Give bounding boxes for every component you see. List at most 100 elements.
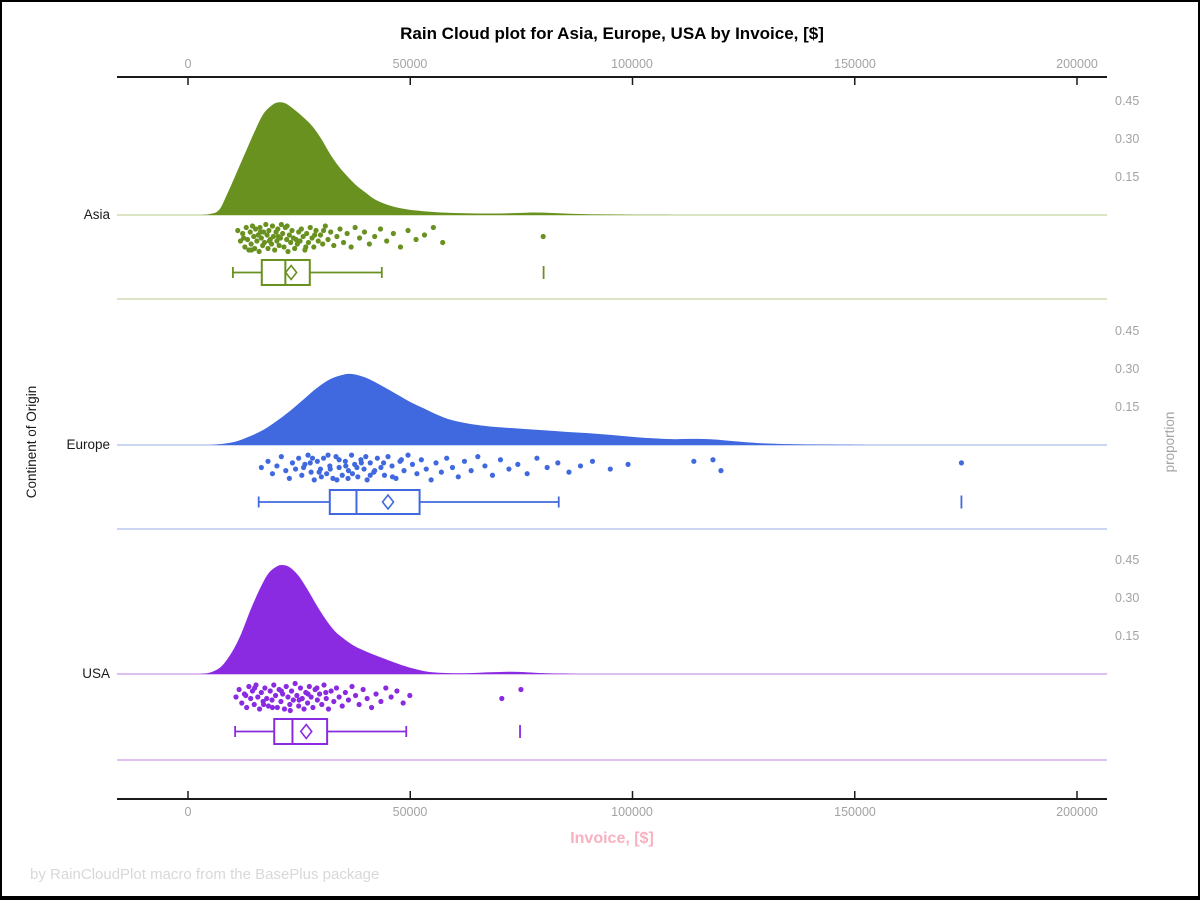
- data-point: [233, 694, 239, 700]
- data-point: [290, 697, 296, 703]
- proportion-tick-label: 0.15: [1115, 400, 1140, 414]
- data-point: [252, 245, 258, 252]
- data-point: [288, 239, 294, 246]
- proportion-tick-label: 0.30: [1115, 132, 1140, 146]
- density-cloud-asia: [201, 102, 1077, 216]
- data-point: [325, 706, 332, 712]
- bottom-axis: [117, 791, 1107, 800]
- bottom-axis-tick-label: 50000: [392, 805, 428, 819]
- data-point: [334, 233, 340, 240]
- proportion-tick-label: 0.30: [1115, 362, 1140, 376]
- data-point: [288, 688, 295, 694]
- data-point: [280, 230, 286, 237]
- bottom-axis-tick-label: 150000: [834, 805, 876, 819]
- data-point: [283, 468, 289, 474]
- data-point: [317, 466, 324, 472]
- rain-points-asia: [235, 221, 546, 255]
- data-point: [358, 460, 364, 466]
- data-point: [258, 689, 264, 696]
- data-point: [372, 233, 378, 240]
- data-point: [319, 701, 325, 708]
- data-point: [274, 463, 280, 469]
- data-point: [311, 244, 317, 250]
- data-point: [318, 474, 324, 480]
- category-label-europe: Europe: [66, 437, 110, 452]
- data-point: [244, 236, 251, 243]
- data-point: [356, 701, 362, 708]
- data-point: [449, 464, 456, 471]
- proportion-tick-label: 0.15: [1115, 629, 1140, 643]
- data-point: [298, 226, 304, 232]
- data-point: [344, 230, 350, 237]
- data-point: [286, 232, 292, 238]
- data-point: [323, 695, 329, 702]
- data-point: [314, 458, 320, 464]
- data-point: [317, 232, 324, 238]
- data-point: [278, 698, 284, 705]
- panel-usa: [117, 564, 1107, 761]
- data-point: [312, 232, 318, 238]
- data-point: [340, 239, 347, 246]
- data-point: [331, 242, 337, 249]
- data-point: [380, 460, 387, 466]
- rain-points-usa: [233, 680, 524, 714]
- data-point: [497, 457, 504, 463]
- data-point: [348, 452, 355, 458]
- data-point: [274, 704, 280, 711]
- panel-asia: [117, 102, 1107, 300]
- data-point: [236, 686, 242, 693]
- data-point: [293, 236, 299, 243]
- x-axis-title: Invoice, [$]: [570, 830, 654, 847]
- data-point: [320, 241, 326, 247]
- data-point: [421, 232, 428, 238]
- data-point: [958, 460, 965, 466]
- data-point: [268, 241, 275, 247]
- data-point: [299, 472, 305, 478]
- data-point: [544, 464, 550, 471]
- data-point: [260, 229, 267, 235]
- data-point: [455, 474, 461, 480]
- data-point: [400, 700, 406, 706]
- data-point: [313, 227, 319, 234]
- data-point: [285, 694, 291, 700]
- data-point: [378, 698, 384, 705]
- data-point: [336, 457, 342, 463]
- data-point: [285, 248, 291, 255]
- data-point: [428, 477, 434, 483]
- data-point: [345, 468, 352, 474]
- data-point: [235, 227, 241, 234]
- data-point: [482, 463, 488, 469]
- data-point: [328, 229, 334, 235]
- data-point: [430, 224, 436, 231]
- data-point: [423, 466, 429, 472]
- data-point: [257, 224, 263, 231]
- data-point: [277, 235, 284, 241]
- data-point: [281, 706, 288, 712]
- data-point: [265, 458, 271, 464]
- chart-title: Rain Cloud plot for Asia, Europe, USA by…: [400, 24, 824, 43]
- data-point: [296, 703, 302, 709]
- data-point: [343, 463, 349, 469]
- data-point: [308, 694, 314, 700]
- data-point: [325, 236, 331, 243]
- data-point: [334, 477, 340, 483]
- data-point: [280, 691, 286, 697]
- data-point: [401, 468, 407, 474]
- data-point: [303, 244, 309, 250]
- data-point: [333, 685, 340, 691]
- data-point: [321, 682, 327, 688]
- rain-points-europe: [258, 452, 965, 483]
- data-point: [361, 229, 368, 235]
- density-cloud-europe: [210, 373, 1078, 446]
- box-plot-asia: [231, 259, 545, 286]
- top-axis-tick-label: 100000: [611, 57, 653, 71]
- data-point: [248, 241, 254, 247]
- data-point: [272, 692, 279, 699]
- data-point: [264, 232, 270, 238]
- data-point: [361, 466, 367, 472]
- data-point: [316, 691, 323, 697]
- data-point: [368, 704, 375, 711]
- data-point: [278, 454, 284, 460]
- data-point: [345, 475, 351, 481]
